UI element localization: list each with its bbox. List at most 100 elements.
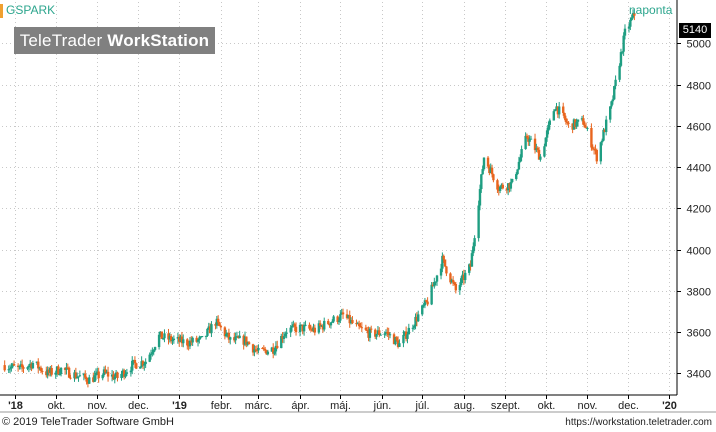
x-axis: '18 okt. nov. dec. '19 febr. márc. ápr. máj. jún.… xyxy=(8,395,677,412)
candle-body xyxy=(426,301,429,305)
candle-body xyxy=(341,312,345,315)
candle-body xyxy=(356,323,359,325)
candle-body xyxy=(144,361,147,365)
candle-body xyxy=(218,322,221,326)
logo-text-light: TeleTrader xyxy=(19,31,108,50)
candle-body xyxy=(572,119,576,130)
candle-body xyxy=(535,148,538,151)
candle-body xyxy=(92,377,95,382)
candle-body xyxy=(253,349,256,353)
candle-body xyxy=(406,334,409,339)
candle-body xyxy=(609,106,612,120)
candle-body xyxy=(552,111,556,121)
candle-body xyxy=(237,336,240,339)
candle-body xyxy=(114,372,118,377)
x-tick-label: '19 xyxy=(172,400,187,412)
candle-body xyxy=(586,127,589,129)
candle-body xyxy=(225,333,228,337)
candle-body xyxy=(496,180,499,190)
candle-body xyxy=(623,28,627,36)
candle-body xyxy=(159,331,162,335)
candle-body xyxy=(94,372,98,376)
candle-body xyxy=(443,259,447,267)
candle-body xyxy=(281,335,284,339)
x-tick-label: jún. xyxy=(373,400,392,412)
candle-body xyxy=(39,367,43,371)
candle-body xyxy=(55,366,59,373)
candle-body xyxy=(133,359,137,364)
candle-body xyxy=(505,188,509,191)
candle-body xyxy=(88,377,91,384)
candle-body xyxy=(169,336,173,342)
candle-body xyxy=(510,179,514,183)
candle-body xyxy=(359,326,362,328)
candle-body xyxy=(198,337,201,341)
candle-body xyxy=(594,149,597,151)
candle-body xyxy=(141,361,145,366)
candle-body xyxy=(556,106,560,115)
candle-body xyxy=(320,325,323,327)
candle-body xyxy=(110,374,114,377)
candle-body xyxy=(38,367,41,369)
candle-body xyxy=(176,337,180,339)
candle-body xyxy=(398,343,401,347)
interval-label[interactable]: naponta xyxy=(629,3,673,17)
candle-body xyxy=(263,348,267,351)
candle-body xyxy=(387,332,390,335)
footer-url[interactable]: https://workstation.teletrader.com xyxy=(565,417,712,428)
candle-body xyxy=(280,335,283,349)
candle-body xyxy=(93,375,96,382)
candle-body xyxy=(614,79,617,87)
candle-body xyxy=(157,334,161,348)
candle-body xyxy=(482,157,486,170)
candle-body xyxy=(486,157,490,167)
candle-body xyxy=(309,328,313,330)
candle-body xyxy=(370,328,373,330)
x-tick-label: máj. xyxy=(330,400,351,412)
candle-body xyxy=(490,167,494,175)
candle-body xyxy=(364,327,368,330)
x-tick-label: nov. xyxy=(88,400,108,412)
candle-body xyxy=(206,328,209,336)
candle-body xyxy=(611,99,615,102)
candle-body xyxy=(332,316,335,322)
x-tick-label: okt. xyxy=(48,400,66,412)
candle-body xyxy=(234,336,237,341)
candle-body xyxy=(317,323,321,333)
candle-body xyxy=(472,246,475,254)
candle-body xyxy=(376,330,380,335)
candle-body xyxy=(403,331,406,335)
candle-body xyxy=(188,340,192,347)
candle-body xyxy=(41,370,44,372)
candle-body xyxy=(328,324,331,326)
candle-body xyxy=(85,377,88,382)
candle-body xyxy=(404,331,408,339)
candle-body xyxy=(178,337,181,342)
candle-body xyxy=(543,146,546,157)
chart-grid xyxy=(2,2,676,394)
candle-body xyxy=(454,284,458,291)
candle-body xyxy=(233,337,236,341)
candle-body xyxy=(520,149,523,158)
candle-body xyxy=(284,333,287,337)
candle-body xyxy=(434,281,437,283)
candle-body xyxy=(131,360,134,371)
candle-body xyxy=(308,324,311,329)
candle-body xyxy=(207,326,210,329)
candle-body xyxy=(200,336,204,338)
candle-body xyxy=(553,109,557,112)
candle-body xyxy=(544,137,547,147)
candle-body xyxy=(602,129,605,141)
candle-body xyxy=(337,320,341,322)
candle-body xyxy=(590,127,593,148)
candle-body xyxy=(584,127,588,129)
candle-body xyxy=(124,373,127,377)
candle-body xyxy=(378,330,381,336)
candle-body xyxy=(290,325,294,328)
symbol-label: GSPARK xyxy=(6,3,56,17)
candle-body xyxy=(374,329,377,337)
candle-body xyxy=(458,285,462,291)
candle-body xyxy=(293,324,296,327)
candle-body xyxy=(481,169,484,175)
